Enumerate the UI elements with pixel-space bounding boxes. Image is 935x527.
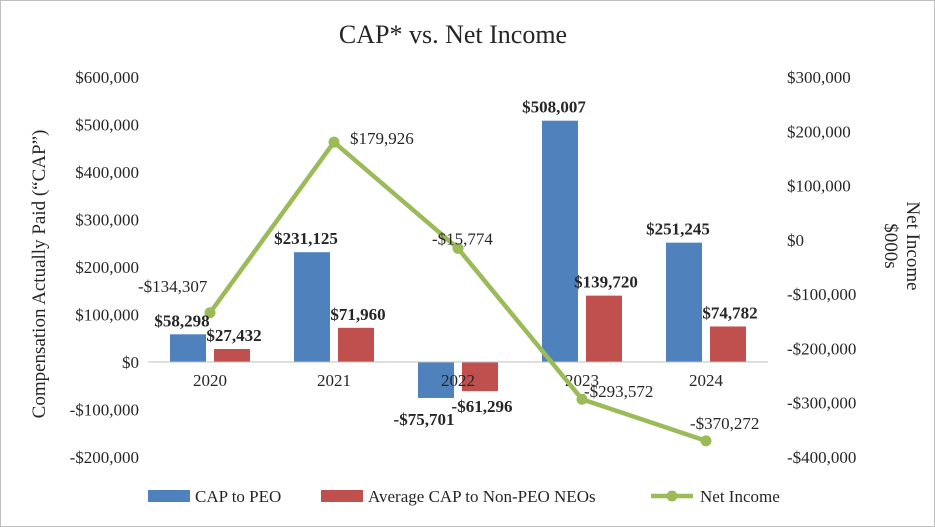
net-income-point-2021 xyxy=(328,136,340,148)
cap-peo-bar-2020 xyxy=(170,334,206,362)
cap-peo-label-2020: $58,298 xyxy=(154,311,209,330)
cap-peo-label-2023: $508,007 xyxy=(522,98,586,117)
cap-peo-label-2021: $231,125 xyxy=(274,229,338,248)
net-income-label-2024: -$370,272 xyxy=(690,414,759,433)
left-tick-label-1: $500,000 xyxy=(75,116,139,135)
bar-data-labels: $58,298 $231,125 -$75,701 $508,007 $251,245 $… xyxy=(154,98,757,429)
net-income-point-2023 xyxy=(576,393,588,405)
right-axis-ticks: $300,000 $200,000 $100,000 $0 -$100,000 -$200… xyxy=(787,68,856,467)
avg-cap-neo-label-2021: $71,960 xyxy=(330,305,385,324)
avg-cap-neo-label-2022: -$61,296 xyxy=(452,397,513,416)
net-income-line-series xyxy=(204,136,712,447)
line-data-labels: -$134,307 $179,926 -$15,774 -$293,572 -$370,… xyxy=(138,129,759,433)
category-labels: 2020 2021 2022 2023 2024 xyxy=(193,371,724,390)
net-income-label-2023: -$293,572 xyxy=(584,382,653,401)
right-tick-label-5: -$200,000 xyxy=(787,339,856,358)
category-label-2023: 2023 xyxy=(565,371,599,390)
right-tick-label-0: $300,000 xyxy=(787,68,851,87)
category-label-2021: 2021 xyxy=(317,371,351,390)
legend-swatch-avg-cap-neo xyxy=(321,490,363,502)
right-tick-label-3: $0 xyxy=(787,231,804,250)
left-tick-label-2: $400,000 xyxy=(75,163,139,182)
avg-cap-neo-bar-2023 xyxy=(586,295,622,362)
net-income-point-2022 xyxy=(452,242,464,254)
legend-marker-net-income xyxy=(666,490,678,502)
left-tick-label-8: -$200,000 xyxy=(70,448,139,467)
right-tick-label-1: $200,000 xyxy=(787,122,851,141)
right-tick-label-6: -$300,000 xyxy=(787,394,856,413)
cap-peo-bar-2022 xyxy=(418,362,454,398)
avg-cap-neo-bar-2020 xyxy=(214,348,250,362)
net-income-point-2020 xyxy=(204,307,216,319)
left-tick-label-3: $300,000 xyxy=(75,211,139,230)
right-axis-title-line2: $000s xyxy=(880,223,901,268)
net-income-label-2020: -$134,307 xyxy=(138,277,208,296)
legend-label-net-income: Net Income xyxy=(700,487,780,506)
cap-peo-bar-2024 xyxy=(666,242,702,362)
net-income-point-2024 xyxy=(700,435,712,447)
left-tick-label-6: $0 xyxy=(122,353,139,372)
avg-cap-neo-label-2020: $27,432 xyxy=(206,326,261,345)
left-axis-ticks: $600,000 $500,000 $400,000 $300,000 $200,000… xyxy=(70,68,139,467)
left-tick-label-4: $200,000 xyxy=(75,258,139,277)
category-label-2024: 2024 xyxy=(689,371,724,390)
avg-cap-neo-bar-2024 xyxy=(710,326,746,362)
net-income-label-2022: -$15,774 xyxy=(432,229,493,248)
left-tick-label-7: -$100,000 xyxy=(70,401,139,420)
net-income-label-2021: $179,926 xyxy=(350,129,414,148)
avg-cap-neo-bar-2022 xyxy=(462,362,498,392)
right-tick-label-7: -$400,000 xyxy=(787,448,856,467)
category-label-2020: 2020 xyxy=(193,371,227,390)
cap-peo-label-2024: $251,245 xyxy=(646,220,710,239)
right-tick-label-2: $100,000 xyxy=(787,177,851,196)
left-tick-label-5: $100,000 xyxy=(75,306,139,325)
legend: CAP to PEO Average CAP to Non-PEO NEOs Net… xyxy=(148,487,780,506)
chart-title: CAP* vs. Net Income xyxy=(339,20,567,49)
legend-swatch-cap-peo xyxy=(148,490,190,502)
cap-peo-bar-2021 xyxy=(294,252,330,362)
legend-label-cap-peo: CAP to PEO xyxy=(195,487,281,506)
left-axis-title: Compensation Actually Paid (“CAP”) xyxy=(29,130,50,419)
bar-series xyxy=(170,120,746,398)
right-axis-title-line1: Net Income xyxy=(902,201,923,290)
category-label-2022: 2022 xyxy=(441,371,475,390)
avg-cap-neo-label-2023: $139,720 xyxy=(574,273,638,292)
right-tick-label-4: -$100,000 xyxy=(787,285,856,304)
cap-peo-bar-2023 xyxy=(542,120,578,362)
avg-cap-neo-label-2024: $74,782 xyxy=(702,303,757,322)
legend-label-avg-cap-neo: Average CAP to Non-PEO NEOs xyxy=(368,487,596,506)
left-tick-label-0: $600,000 xyxy=(75,68,139,87)
avg-cap-neo-bar-2021 xyxy=(338,327,374,362)
cap-peo-label-2022: -$75,701 xyxy=(394,410,455,429)
